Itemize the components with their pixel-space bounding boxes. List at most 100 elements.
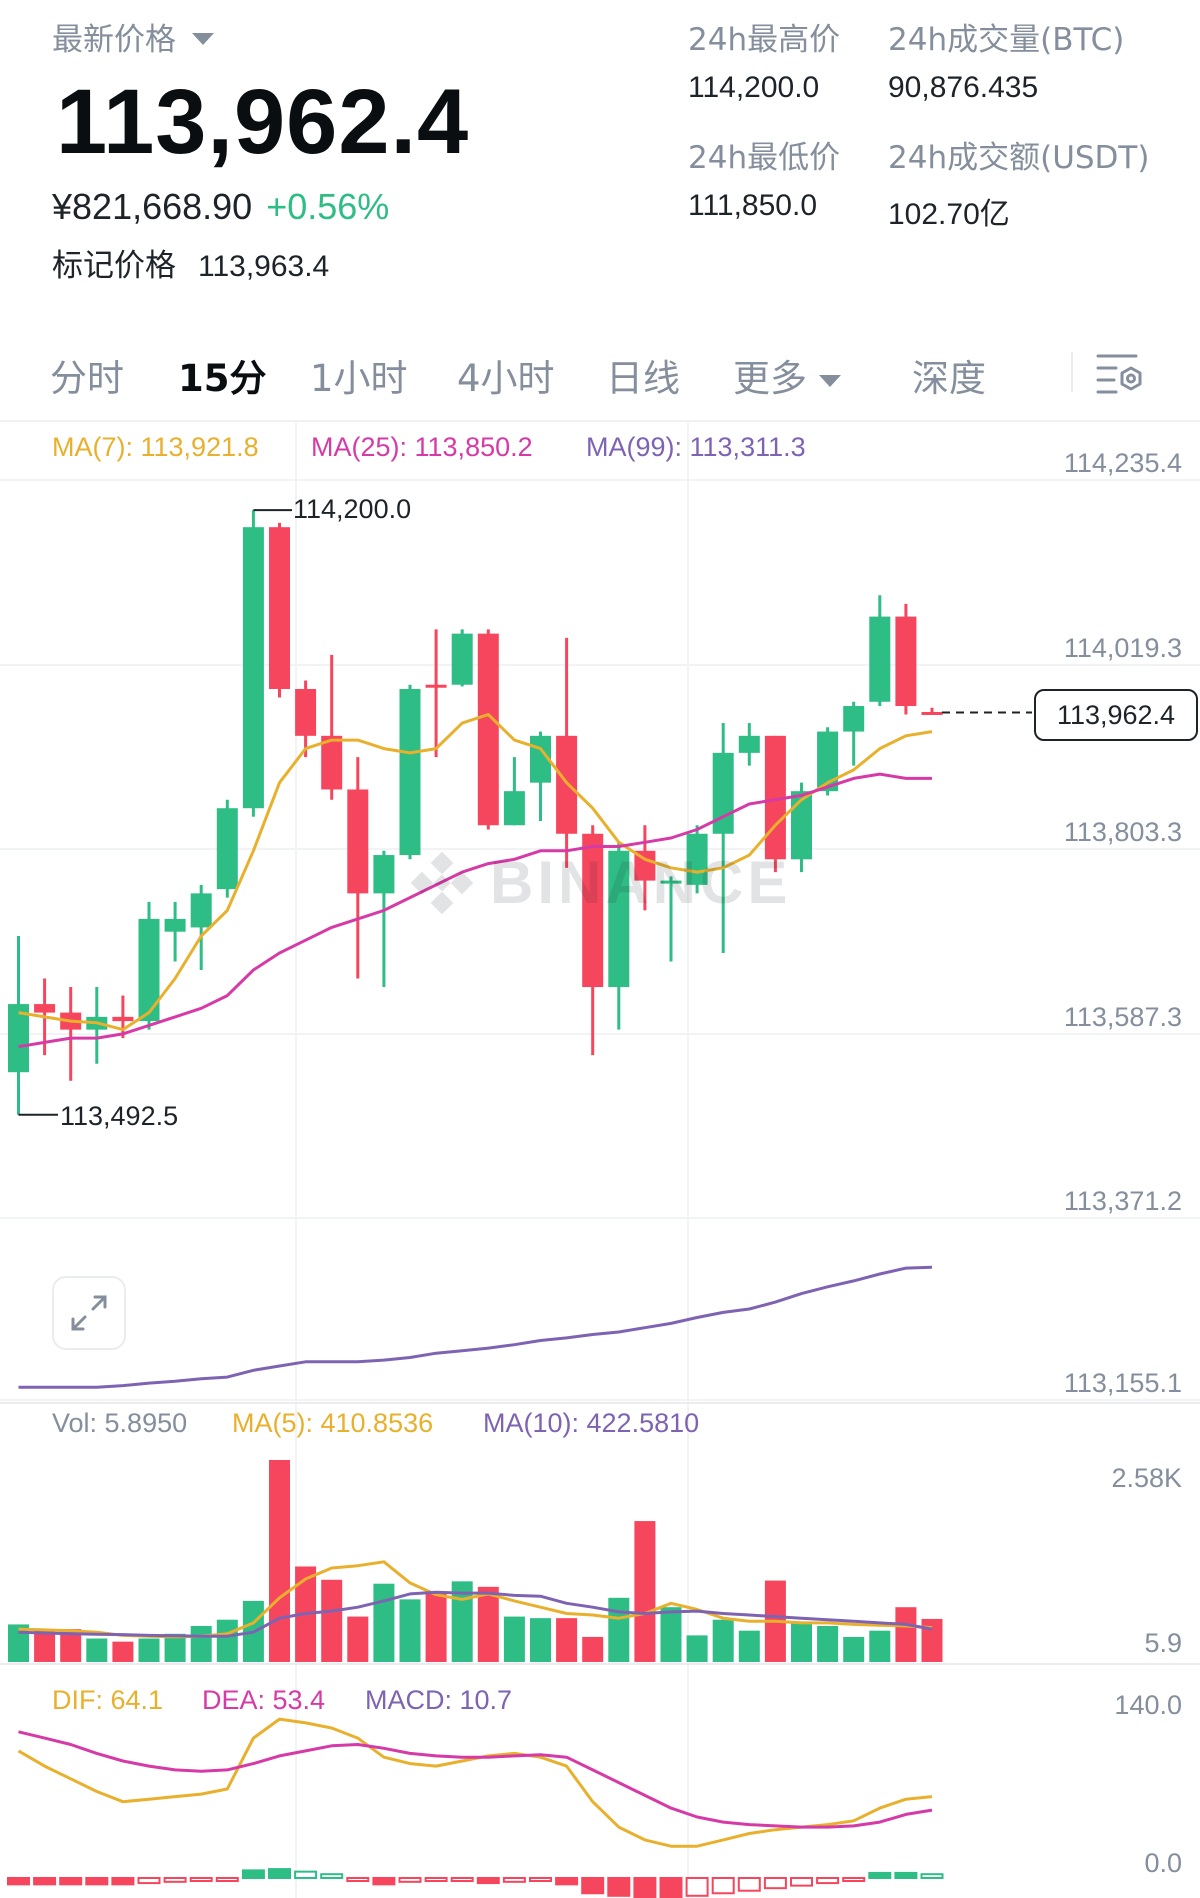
dea-line <box>18 1730 933 1829</box>
macd-histogram-bar <box>189 1877 213 1882</box>
volume-bar <box>738 1630 760 1662</box>
candle-body[interactable] <box>738 735 760 753</box>
price-axis-label: 113,155.1 <box>1063 1368 1182 1398</box>
volume-bar <box>556 1618 578 1662</box>
stat-24h-low: 24h最低价 111,850.0 <box>688 132 840 223</box>
latest-price: 113,962.4 <box>56 71 470 173</box>
candle-body[interactable] <box>269 527 290 689</box>
high-price-marker: 114,200.0 <box>293 494 412 524</box>
macd-histogram-bar <box>241 1869 265 1880</box>
candle-body[interactable] <box>869 616 891 702</box>
legend-ma25: MA(25): 113,850.2 <box>311 432 533 462</box>
caret-down-icon <box>819 374 841 387</box>
macd-histogram-bar <box>111 1877 135 1886</box>
binance-logo-icon <box>410 851 474 914</box>
candle-body[interactable] <box>164 918 186 932</box>
tabs-separator <box>0 420 1200 422</box>
macd-histogram-bar <box>424 1877 448 1882</box>
volume-bar <box>86 1638 108 1662</box>
binance-watermark: BINANCE <box>410 848 791 917</box>
candle-body[interactable] <box>477 633 499 826</box>
tab-4h[interactable]: 4小时 <box>457 357 555 400</box>
volume-bar <box>843 1636 865 1662</box>
candle-body[interactable] <box>608 850 630 988</box>
macd-histogram-bar <box>476 1877 500 1885</box>
volume-axis-label: 5.9 <box>1144 1628 1182 1658</box>
candle-body[interactable] <box>764 735 786 860</box>
tab-daily[interactable]: 日线 <box>606 357 680 400</box>
candle-body[interactable] <box>634 850 656 881</box>
macd-histogram-bar <box>294 1870 318 1879</box>
tab-depth[interactable]: 深度 <box>912 357 986 400</box>
candle-body[interactable] <box>660 880 682 884</box>
legend-ma99: MA(99): 113,311.3 <box>586 432 806 462</box>
candle-body[interactable] <box>190 893 212 928</box>
volume-bar <box>269 1460 290 1662</box>
legend-ma7: MA(7): 113,921.8 <box>52 432 259 462</box>
candle-body[interactable] <box>373 855 395 894</box>
candle-body[interactable] <box>8 1004 29 1073</box>
mark-price-value: 113,963.4 <box>198 250 330 283</box>
candle-body[interactable] <box>138 918 160 1022</box>
candle-body[interactable] <box>921 711 943 715</box>
macd-histogram-bar <box>790 1877 813 1887</box>
legend-vol-ma5: MA(5): 410.8536 <box>232 1408 434 1438</box>
candle-body[interactable] <box>895 616 917 707</box>
volume-bar <box>190 1625 212 1662</box>
expand-arrows-icon <box>71 1295 107 1331</box>
tab-15m[interactable]: 15分 <box>178 357 267 400</box>
mark-price-label: 标记价格 <box>52 248 176 284</box>
macd-histogram-bar <box>450 1877 474 1882</box>
candle-body[interactable] <box>321 735 343 790</box>
expand-chart-button[interactable] <box>52 1276 126 1350</box>
macd-histogram-bar <box>59 1877 83 1886</box>
candle-body[interactable] <box>451 633 473 685</box>
volume-bar <box>164 1633 186 1662</box>
macd-histogram-bar <box>633 1877 657 1898</box>
legend-dif: DIF: 64.1 <box>52 1685 164 1715</box>
ma25-line <box>18 772 932 1049</box>
caret-down-icon <box>192 32 214 45</box>
chart-settings-icon[interactable] <box>1092 344 1148 400</box>
candle-body[interactable] <box>216 808 238 890</box>
volume-bar <box>634 1521 656 1662</box>
candle-body[interactable] <box>347 789 369 894</box>
macd-histogram-bar <box>816 1877 840 1885</box>
stat-24h-turnover-usdt: 24h成交额(USDT) 102.70亿 <box>888 132 1149 233</box>
ma7-line <box>18 713 933 1032</box>
volume-bar <box>60 1629 82 1662</box>
candle-body[interactable] <box>295 688 317 736</box>
volume-bar <box>34 1629 56 1662</box>
macd-histogram-bar <box>215 1877 239 1882</box>
latest-price-selector[interactable]: 最新价格 <box>52 14 214 59</box>
macd-histogram-bar <box>685 1877 709 1897</box>
tab-more[interactable]: 更多 <box>733 348 841 402</box>
macd-histogram-bar <box>607 1877 631 1897</box>
candle-body[interactable] <box>242 527 264 809</box>
watermark-text: BINANCE <box>490 849 792 916</box>
low-price-marker: 113,492.5 <box>60 1101 179 1131</box>
candle-body[interactable] <box>582 833 604 988</box>
candle-body[interactable] <box>425 684 447 688</box>
price-sub-row: ¥821,668.90 +0.56% <box>52 186 389 228</box>
tab-time-sharing[interactable]: 分时 <box>50 357 124 400</box>
stat-value: 102.70亿 <box>888 198 1010 231</box>
tab-1h[interactable]: 1小时 <box>310 357 408 400</box>
candle-body[interactable] <box>112 1016 134 1022</box>
candle-body[interactable] <box>503 791 525 826</box>
candle-body[interactable] <box>34 1004 56 1013</box>
volume-bar <box>712 1619 734 1662</box>
candle-body[interactable] <box>817 731 839 792</box>
volume-bar <box>895 1607 917 1662</box>
cny-price: ¥821,668.90 <box>52 186 253 227</box>
macd-histogram-bar <box>894 1871 918 1880</box>
candle-body[interactable] <box>399 688 421 856</box>
price-axis-label: 113,587.3 <box>1063 1002 1182 1032</box>
macd-histogram-bar <box>320 1873 344 1879</box>
macd-histogram-bar <box>529 1877 552 1882</box>
volume-bar <box>425 1593 447 1662</box>
candle-body[interactable] <box>791 791 812 860</box>
candle-body[interactable] <box>843 706 865 732</box>
volume-bar <box>477 1586 499 1662</box>
